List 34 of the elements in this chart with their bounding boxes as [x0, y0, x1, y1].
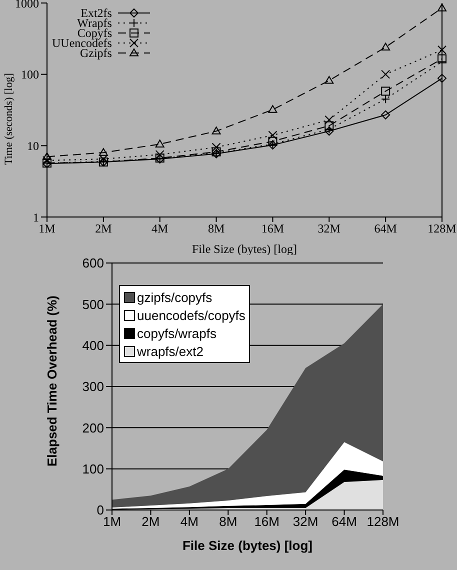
y-tick-label: 10 — [27, 138, 39, 153]
x-tick-label: 64M — [374, 222, 398, 236]
x-tick-label: 4M — [152, 222, 169, 236]
x-tick-label: 128M — [428, 222, 457, 236]
y-tick-label: 600 — [82, 256, 104, 271]
y-axis-title: Elapsed Time Overhead (%) — [44, 296, 60, 466]
x-tick-label: 1M — [38, 222, 56, 236]
legend-label: uuencodefs/copyfs — [137, 308, 246, 322]
x-tick-label: 32M — [318, 222, 341, 236]
legend-label: Gzipfs — [80, 46, 112, 60]
y-tick-label: 200 — [82, 420, 104, 436]
x-axis-title: File Size (bytes) [log] — [182, 538, 313, 553]
x-tick-label: 64M — [332, 514, 357, 530]
y-tick-label: 100 — [21, 68, 39, 82]
legend-label: wrapfs/ext2 — [137, 344, 204, 358]
x-tick-label: 1M — [102, 514, 122, 530]
legend-label: copyfs/wrapfs — [137, 326, 216, 340]
y-tick-label: 0 — [96, 502, 104, 518]
x-tick-label: 2M — [142, 514, 160, 530]
y-tick-label: 500 — [82, 296, 104, 312]
y-tick-label: 100 — [82, 461, 104, 476]
x-tick-label: 128M — [366, 514, 400, 530]
y-axis-title: Time (seconds) [log] — [2, 73, 15, 165]
x-tick-label: 16M — [254, 514, 280, 530]
x-tick-label: 4M — [180, 514, 198, 530]
x-tick-label: 16M — [261, 222, 284, 236]
y-tick-label: 400 — [82, 338, 104, 353]
legend-label: gzipfs/copyfs — [137, 290, 212, 304]
x-tick-label: 8M — [208, 222, 225, 236]
x-tick-label: 32M — [292, 514, 318, 530]
x-tick-label: 2M — [95, 222, 112, 236]
x-tick-label: 8M — [219, 514, 238, 530]
y-tick-label: 1 — [33, 210, 39, 224]
y-tick-label: 300 — [82, 379, 104, 394]
